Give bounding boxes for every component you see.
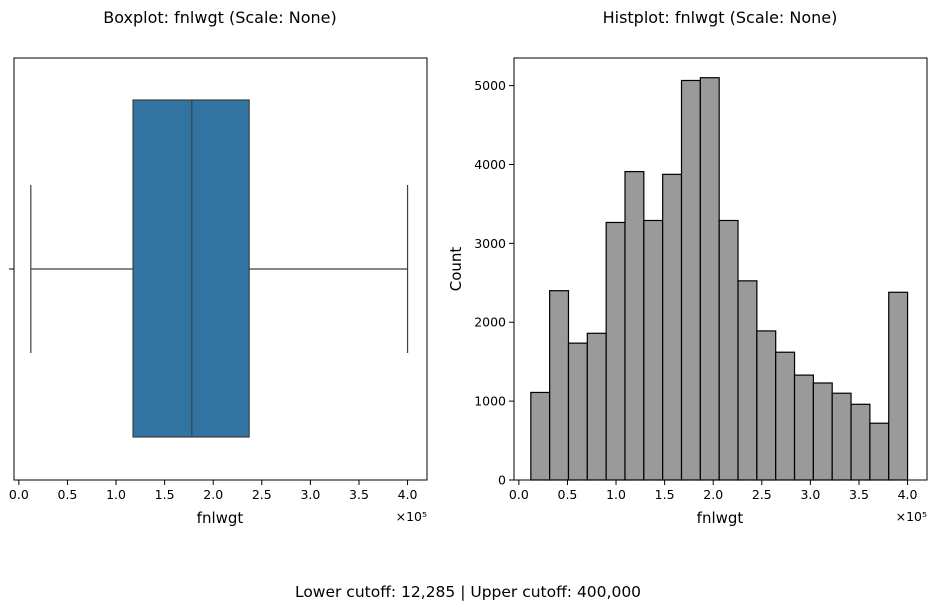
histogram-axes-frame — [513, 57, 928, 481]
histogram-bar — [793, 374, 814, 481]
x-tick-label: 0.0 — [9, 487, 29, 502]
x-tick-label: 3.5 — [349, 487, 369, 502]
histogram-x-ticks: 0.0 0.5 1.0 1.5 2.0 2.5 3.0 3.5 4.0 — [509, 480, 918, 502]
y-tick-label: 3000 — [474, 236, 506, 251]
y-tick-label: 2000 — [474, 315, 506, 330]
x-tick-label: 2.0 — [203, 487, 223, 502]
histogram-bar — [530, 391, 551, 481]
histogram-bar — [831, 392, 852, 481]
histogram-bar — [643, 219, 664, 481]
boxplot-x-ticks: 0.0 0.5 1.0 1.5 2.0 2.5 3.0 3.5 4.0 — [9, 480, 418, 502]
boxplot-offset-label: ×10⁵ — [396, 509, 427, 524]
histogram-offset-label: ×10⁵ — [896, 509, 927, 524]
x-tick-label: 1.0 — [106, 487, 126, 502]
histogram-marks — [530, 77, 909, 481]
x-tick-label: 1.0 — [606, 487, 626, 502]
histogram-bar — [586, 332, 607, 481]
histogram-bar — [812, 382, 833, 481]
boxplot-title: Boxplot: fnlwgt (Scale: None) — [103, 8, 336, 27]
y-tick-label: 5000 — [474, 78, 506, 93]
iqr-box — [132, 99, 250, 438]
boxplot-chart: Boxplot: fnlwgt (Scale: None) 0.0 0.5 1.0 1… — [9, 8, 428, 527]
histogram-bar — [549, 290, 570, 481]
y-tick-label: 4000 — [474, 157, 506, 172]
histogram-bar — [775, 351, 796, 481]
x-tick-label: 1.5 — [155, 487, 175, 502]
cutoff-footer: Lower cutoff: 12,285 | Upper cutoff: 400… — [295, 583, 641, 601]
histogram-bar — [869, 422, 890, 481]
y-tick-label: 1000 — [474, 394, 506, 409]
histogram-bar — [850, 403, 871, 481]
histogram-bar — [888, 291, 909, 481]
x-tick-label: 0.0 — [509, 487, 529, 502]
histogram-x-axis-label: fnlwgt — [697, 509, 744, 527]
x-tick-label: 0.5 — [58, 487, 78, 502]
x-tick-label: 3.0 — [800, 487, 820, 502]
x-tick-label: 1.5 — [655, 487, 675, 502]
x-tick-label: 4.0 — [398, 487, 418, 502]
x-tick-label: 2.0 — [703, 487, 723, 502]
histogram-bar — [567, 342, 588, 481]
boxplot-x-axis-label: fnlwgt — [197, 509, 244, 527]
histogram-bar — [624, 170, 645, 481]
histogram-bar — [680, 79, 701, 481]
x-tick-label: 2.5 — [752, 487, 772, 502]
histogram-y-ticks: 0 1000 2000 3000 4000 5000 — [474, 78, 514, 488]
histogram-bar — [737, 280, 758, 481]
x-tick-label: 4.0 — [898, 487, 918, 502]
histogram-bar — [699, 77, 720, 481]
x-tick-label: 0.5 — [558, 487, 578, 502]
histogram-bar — [605, 221, 626, 481]
x-tick-label: 3.5 — [849, 487, 869, 502]
histogram-bar — [756, 330, 777, 481]
histogram-bar — [718, 219, 739, 481]
histogram-chart: Histplot: fnlwgt (Scale: None) 0.0 0.5 1.0… — [447, 8, 928, 527]
histogram-y-axis-label: Count — [447, 247, 465, 292]
boxplot-marks — [30, 99, 409, 438]
histogram-title: Histplot: fnlwgt (Scale: None) — [603, 8, 838, 27]
x-tick-label: 2.5 — [252, 487, 272, 502]
x-tick-label: 3.0 — [300, 487, 320, 502]
y-tick-label: 0 — [498, 473, 506, 488]
histogram-bar — [662, 173, 683, 481]
